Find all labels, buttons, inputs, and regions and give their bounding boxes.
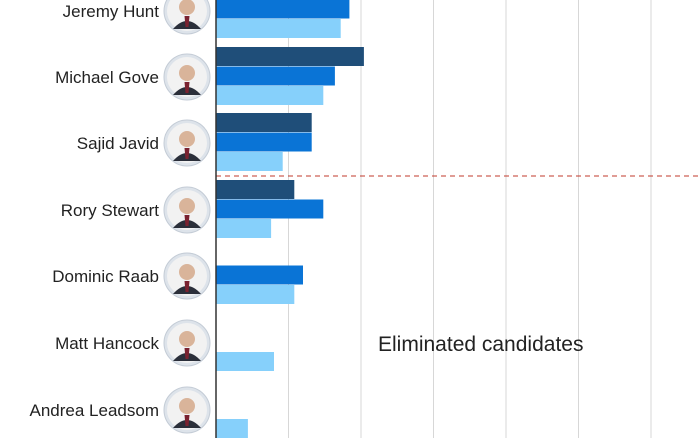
avatar-head <box>179 264 195 280</box>
bar <box>216 86 324 105</box>
bar <box>216 132 312 152</box>
bar <box>216 66 335 86</box>
avatar-tie <box>184 148 190 159</box>
bar <box>216 152 283 171</box>
avatar-bg <box>167 0 207 31</box>
bar <box>216 419 248 438</box>
avatar-head <box>179 398 195 414</box>
candidate-label: Matt Hancock <box>55 334 159 353</box>
avatar-tie <box>184 82 190 93</box>
avatar-head <box>179 131 195 147</box>
avatar-photo-icon <box>163 386 211 434</box>
avatar-head <box>179 331 195 347</box>
bar <box>216 199 324 219</box>
bar <box>216 285 295 304</box>
eliminated-candidates-label: Eliminated candidates <box>378 333 583 356</box>
bars <box>216 0 364 438</box>
avatar-tie <box>184 415 190 426</box>
candidate-avatars <box>163 0 211 434</box>
grid-lines <box>288 0 652 438</box>
candidate-label: Dominic Raab <box>52 267 159 286</box>
avatar-head <box>179 65 195 81</box>
candidate-labels: Jeremy Hunt Michael Gove Sajid Javid Rory S… <box>30 2 160 420</box>
avatar-photo-icon <box>163 186 211 234</box>
bar <box>216 352 274 371</box>
bar <box>216 219 272 238</box>
bar <box>216 47 364 66</box>
bar <box>216 19 341 38</box>
candidate-label: Rory Stewart <box>61 201 160 220</box>
avatar-tie <box>184 281 190 292</box>
candidate-label: Andrea Leadsom <box>30 401 159 420</box>
candidate-label: Sajid Javid <box>77 134 159 153</box>
avatar-tie <box>184 16 190 27</box>
bar <box>216 113 312 132</box>
avatar-head <box>179 198 195 214</box>
avatar-photo-icon <box>163 0 211 35</box>
avatar-photo-icon <box>163 119 211 167</box>
avatar-photo-icon <box>163 252 211 300</box>
bar <box>216 265 303 285</box>
candidate-label: Jeremy Hunt <box>63 2 160 21</box>
candidate-label: Michael Gove <box>55 68 159 87</box>
avatar-photo-icon <box>163 53 211 101</box>
avatar-tie <box>184 348 190 359</box>
bar <box>216 0 350 19</box>
avatar-head <box>179 0 195 15</box>
avatar-photo-icon <box>163 319 211 367</box>
bar <box>216 180 295 199</box>
avatar-tie <box>184 215 190 226</box>
